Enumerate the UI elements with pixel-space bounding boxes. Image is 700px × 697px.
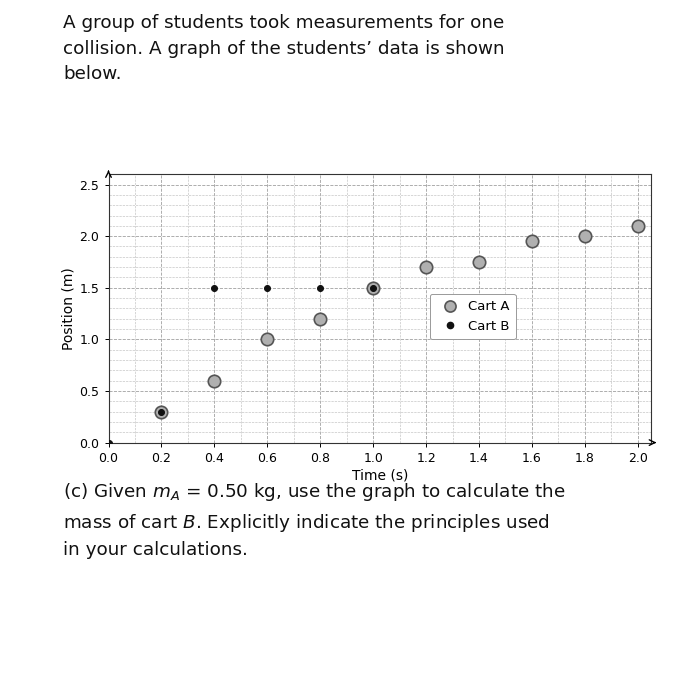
Point	[209, 375, 220, 386]
Point	[368, 282, 379, 293]
Point	[368, 282, 379, 293]
Point	[526, 236, 538, 247]
Point	[156, 406, 167, 418]
Point	[579, 231, 590, 242]
Point	[473, 256, 484, 268]
Text: A group of students took measurements for one
collision. A graph of the students: A group of students took measurements fo…	[63, 14, 505, 84]
Point	[421, 261, 432, 273]
Point	[632, 220, 643, 231]
Point	[262, 334, 273, 345]
Text: (c) Given $m_A$ = 0.50 kg, use the graph to calculate the
mass of cart $B$. Expl: (c) Given $m_A$ = 0.50 kg, use the graph…	[63, 481, 566, 560]
Legend: Cart A, Cart B: Cart A, Cart B	[430, 293, 516, 339]
Point	[314, 282, 326, 293]
Point	[156, 406, 167, 418]
Point	[103, 437, 114, 448]
Point	[314, 313, 326, 324]
Point	[262, 282, 273, 293]
Y-axis label: Position (m): Position (m)	[62, 267, 76, 350]
X-axis label: Time (s): Time (s)	[351, 469, 408, 483]
Point	[209, 282, 220, 293]
